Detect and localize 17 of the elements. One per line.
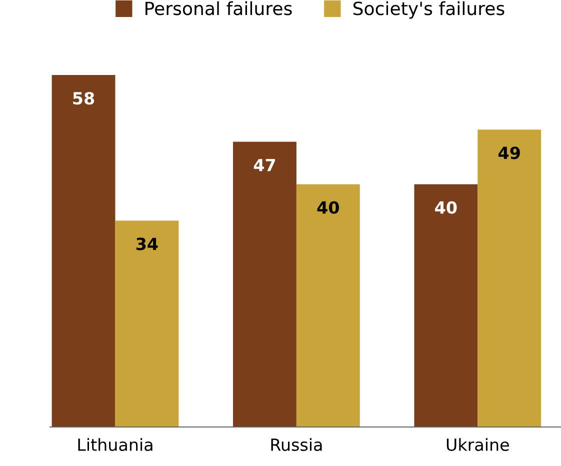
bar bbox=[52, 75, 116, 427]
bar bbox=[414, 184, 478, 427]
x-tick-label: Lithuania bbox=[78, 438, 152, 452]
bar bbox=[478, 130, 542, 427]
x-tick-label: Russia bbox=[271, 438, 322, 452]
data-label: 47 bbox=[254, 158, 275, 172]
bar bbox=[115, 220, 179, 427]
data-label: 40 bbox=[317, 201, 339, 214]
x-tick-label: Ukraine bbox=[446, 438, 509, 452]
data-label: 34 bbox=[136, 238, 158, 250]
data-label: 58 bbox=[73, 92, 94, 105]
legend-label: Personal failures bbox=[146, 1, 292, 16]
data-label: 40 bbox=[435, 201, 457, 214]
bar bbox=[296, 184, 360, 427]
legend-label: Society's failures bbox=[353, 1, 504, 19]
bar bbox=[233, 142, 296, 427]
data-label: 49 bbox=[498, 146, 520, 160]
